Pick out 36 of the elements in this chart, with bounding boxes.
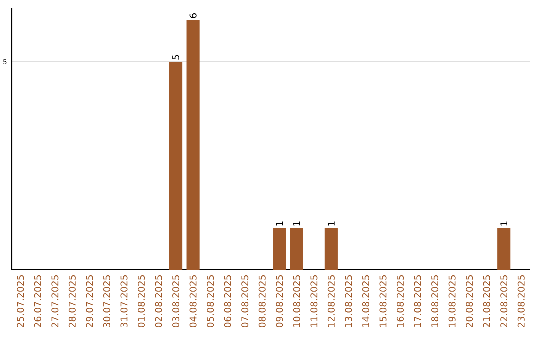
x-tick-label: 07.08.2025 xyxy=(242,276,249,328)
x-tick-label: 14.08.2025 xyxy=(362,276,370,328)
x-tick-label: 26.07.2025 xyxy=(34,276,42,328)
x-tick-label: 08.08.2025 xyxy=(258,276,266,328)
x-tick-label: 01.08.2025 xyxy=(138,276,146,328)
data-label: 1 xyxy=(328,222,335,226)
x-tick-label: 02.08.2025 xyxy=(155,276,162,328)
x-tick-label: 22.08.2025 xyxy=(500,276,508,328)
x-tick-label: 29.07.2025 xyxy=(86,276,94,328)
x-tick-label: 09.08.2025 xyxy=(276,276,284,328)
x-tick-label: 25.07.2025 xyxy=(17,276,24,328)
x-tick-label: 05.08.2025 xyxy=(207,276,214,328)
x-tick-label: 31.07.2025 xyxy=(120,276,128,328)
data-label: 1 xyxy=(500,222,508,226)
x-tick-label: 15.08.2025 xyxy=(380,276,387,328)
x-tick-label: 11.08.2025 xyxy=(310,276,318,328)
x-tick-label: 18.08.2025 xyxy=(432,276,439,328)
x-tick-label: 21.08.2025 xyxy=(483,276,490,328)
x-tick-label: 30.07.2025 xyxy=(103,276,110,328)
x-tick-label: 03.08.2025 xyxy=(172,276,180,328)
data-label: 1 xyxy=(294,222,300,226)
x-tick-label: 13.08.2025 xyxy=(345,276,352,328)
x-tick-label: 10.08.2025 xyxy=(293,276,300,328)
x-tick-label: 28.07.2025 xyxy=(68,276,76,328)
x-tick-label: 12.08.2025 xyxy=(328,276,335,328)
x-tick-label: 20.08.2025 xyxy=(466,276,474,328)
x-tick-label: 19.08.2025 xyxy=(448,276,456,328)
x-tick-label: 06.08.2025 xyxy=(224,276,232,328)
x-tick-label: 04.08.2025 xyxy=(190,276,197,328)
x-tick-label: 27.07.2025 xyxy=(52,276,59,328)
x-tick-label: 17.08.2025 xyxy=(414,276,422,328)
data-label: 5 xyxy=(172,55,180,60)
data-label: 1 xyxy=(276,222,284,226)
data-label: 6 xyxy=(190,14,197,18)
x-tick-label: 16.08.2025 xyxy=(396,276,404,328)
x-tick-label: 23.08.2025 xyxy=(518,276,525,328)
